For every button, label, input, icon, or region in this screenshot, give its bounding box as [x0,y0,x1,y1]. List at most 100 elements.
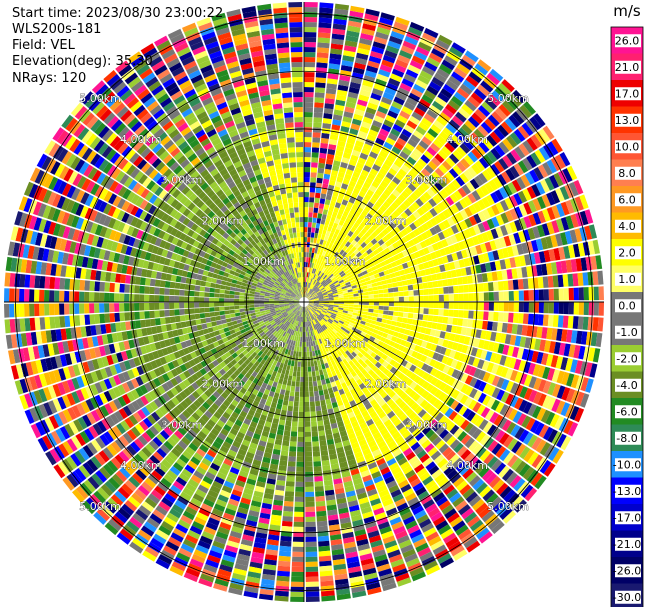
velocity-gate [388,302,394,307]
velocity-gate [355,140,364,148]
velocity-gate [361,148,371,156]
velocity-gate [461,344,469,354]
velocity-gate [458,293,464,301]
velocity-gate [359,89,371,98]
velocity-gate [456,161,467,172]
velocity-gate [294,391,300,397]
velocity-gate [518,399,528,412]
velocity-gate [362,346,369,352]
velocity-gate [343,306,349,309]
velocity-gate [326,88,337,95]
velocity-gate [368,55,382,64]
velocity-gate [562,274,569,287]
velocity-gate [408,411,418,421]
velocity-gate [391,336,398,343]
velocity-gate [436,354,444,363]
velocity-gate [315,223,321,229]
velocity-gate [471,274,478,284]
velocity-gate [401,190,410,199]
velocity-gate [319,313,325,318]
velocity-gate [456,343,464,352]
velocity-gate [304,406,310,412]
velocity-gate [365,160,374,168]
velocity-gate [412,148,423,158]
velocity-gate [351,285,357,289]
velocity-gate [389,221,397,230]
velocity-gate [470,132,482,144]
velocity-gate [437,280,444,287]
velocity-gate [425,253,433,262]
velocity-gate [473,310,479,320]
velocity-gate [369,345,376,352]
velocity-gate [482,169,492,181]
velocity-gate [410,88,423,98]
velocity-gate [445,123,457,134]
velocity-gate [421,223,430,232]
velocity-gate [364,111,375,120]
velocity-gate [336,287,342,291]
velocity-gate [336,323,342,329]
velocity-gate [344,344,350,350]
velocity-gate [339,270,345,276]
velocity-gate [526,349,534,362]
velocity-gate [413,367,421,375]
velocity-gate [360,186,369,194]
velocity-gate [452,413,462,424]
velocity-gate [318,22,332,29]
velocity-gate [542,380,552,394]
velocity-gate [325,287,331,291]
velocity-gate [318,162,325,169]
velocity-gate [394,198,403,206]
velocity-gate [307,366,312,372]
velocity-gate [592,317,599,331]
velocity-gate [311,222,316,228]
velocity-gate [451,42,466,54]
velocity-gate [341,285,347,290]
velocity-gate [357,358,365,365]
velocity-gate [483,76,497,89]
velocity-gate [456,87,470,99]
velocity-gate [311,227,316,233]
velocity-gate [379,17,394,26]
velocity-gate [291,426,298,432]
velocity-gate [580,377,589,392]
velocity-gate [337,289,343,293]
velocity-gate [580,393,590,408]
velocity-gate [317,308,322,312]
velocity-gate [341,274,348,280]
velocity-gate [314,287,319,292]
velocity-gate [316,57,329,64]
velocity-gate [318,297,324,300]
velocity-gate [319,249,324,256]
velocity-gate [459,198,468,209]
velocity-gate [373,290,379,295]
velocity-gate [459,464,471,476]
velocity-gate [444,246,452,255]
velocity-gate [307,282,311,288]
velocity-gate [342,245,348,252]
velocity-gate [417,185,426,195]
velocity-gate [304,217,308,223]
velocity-gate [313,360,318,367]
velocity-gate [481,197,491,208]
velocity-gate [344,269,350,275]
velocity-gate [383,394,391,403]
velocity-gate [477,125,489,137]
velocity-gate [304,137,312,143]
velocity-gate [432,436,442,447]
velocity-gate [316,316,321,322]
velocity-gate [377,257,384,263]
velocity-gate [598,302,604,316]
velocity-gate [318,303,324,305]
velocity-gate [504,258,512,269]
velocity-gate [505,168,516,181]
velocity-gate [312,212,318,218]
velocity-gate [338,297,344,300]
velocity-gate [334,218,341,225]
velocity-gate [478,141,490,153]
velocity-gate [457,445,468,457]
velocity-gate [491,363,499,375]
velocity-gate [374,227,382,235]
velocity-gate [345,101,356,109]
velocity-gate [308,298,314,301]
